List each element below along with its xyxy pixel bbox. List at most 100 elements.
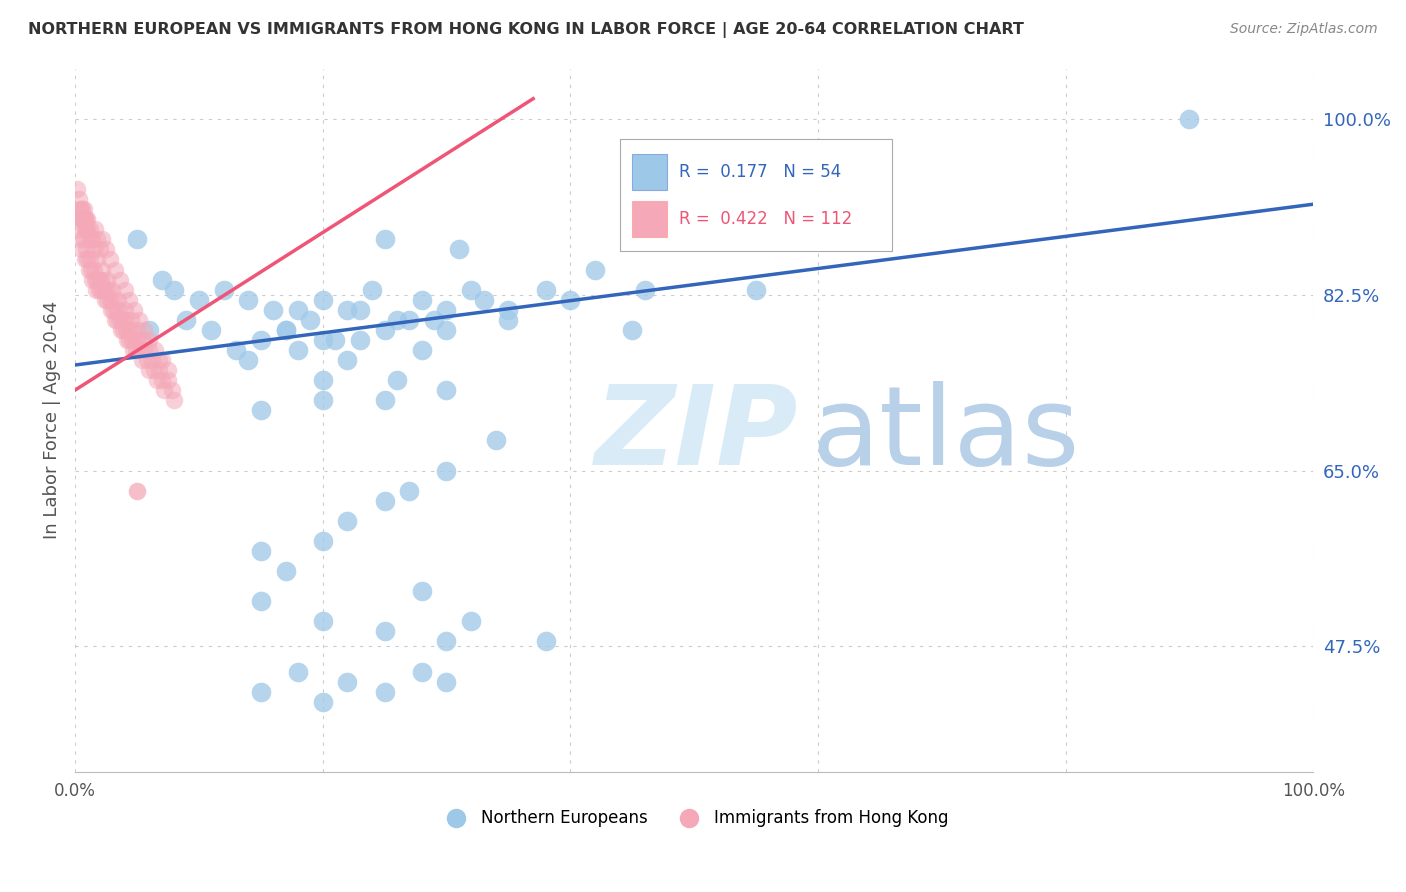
Point xyxy=(498,302,520,317)
Point xyxy=(287,343,309,357)
Point xyxy=(336,674,359,689)
Point xyxy=(97,283,120,297)
Point xyxy=(262,302,284,317)
Point xyxy=(249,594,271,608)
Point xyxy=(349,302,371,317)
Point xyxy=(90,283,112,297)
Point xyxy=(107,302,129,317)
Point xyxy=(108,272,131,286)
Point xyxy=(104,312,127,326)
Point xyxy=(436,383,458,397)
Point xyxy=(76,212,98,227)
Point xyxy=(156,373,179,387)
Text: Source: ZipAtlas.com: Source: ZipAtlas.com xyxy=(1230,22,1378,37)
Point xyxy=(153,383,176,397)
Point xyxy=(150,373,173,387)
Point xyxy=(91,272,114,286)
Point xyxy=(141,353,163,368)
Point xyxy=(143,363,166,377)
Point xyxy=(336,302,359,317)
Point xyxy=(472,293,495,307)
Point xyxy=(460,283,482,297)
Point xyxy=(311,533,333,548)
Point xyxy=(79,232,101,246)
Point xyxy=(107,293,129,307)
Point xyxy=(79,252,101,267)
Point xyxy=(108,312,131,326)
Point xyxy=(91,232,114,246)
Point xyxy=(349,333,371,347)
Point xyxy=(311,333,333,347)
Point xyxy=(86,272,108,286)
Point xyxy=(104,302,127,317)
Point xyxy=(238,353,260,368)
Text: R =  0.177   N = 54: R = 0.177 N = 54 xyxy=(679,163,842,181)
Point xyxy=(70,202,93,217)
Point xyxy=(336,353,359,368)
Point xyxy=(411,584,433,599)
Point xyxy=(112,323,135,337)
Point xyxy=(86,232,108,246)
Point xyxy=(82,232,104,246)
Point xyxy=(176,312,198,326)
Point xyxy=(98,293,121,307)
Point xyxy=(125,323,148,337)
Point xyxy=(75,212,97,227)
Point xyxy=(120,323,142,337)
Point xyxy=(94,283,117,297)
Point xyxy=(385,373,408,387)
Text: R =  0.422   N = 112: R = 0.422 N = 112 xyxy=(679,211,852,228)
Point xyxy=(121,333,143,347)
Point xyxy=(94,243,117,257)
Point xyxy=(374,232,396,246)
Point xyxy=(374,624,396,639)
Point xyxy=(128,312,150,326)
Point xyxy=(72,212,94,227)
Point xyxy=(138,343,160,357)
Point xyxy=(73,222,96,236)
Point xyxy=(86,252,108,267)
Point xyxy=(138,333,160,347)
Point xyxy=(76,252,98,267)
Point xyxy=(125,343,148,357)
Point xyxy=(82,272,104,286)
Point xyxy=(187,293,209,307)
Point xyxy=(323,333,346,347)
Point xyxy=(66,182,89,196)
Point xyxy=(311,393,333,408)
Point xyxy=(148,353,170,368)
Point xyxy=(83,272,105,286)
Point xyxy=(274,323,297,337)
Point xyxy=(115,333,138,347)
Point xyxy=(110,323,132,337)
Point xyxy=(150,353,173,368)
Point xyxy=(98,252,121,267)
Point xyxy=(225,343,247,357)
Point xyxy=(423,312,446,326)
Point xyxy=(87,283,110,297)
Point xyxy=(100,302,122,317)
Point xyxy=(621,323,644,337)
Point xyxy=(76,222,98,236)
Point xyxy=(124,333,146,347)
Point xyxy=(411,343,433,357)
Point xyxy=(93,293,115,307)
Point xyxy=(138,363,160,377)
Point xyxy=(447,243,470,257)
Point xyxy=(70,212,93,227)
Point xyxy=(73,252,96,267)
Text: NORTHERN EUROPEAN VS IMMIGRANTS FROM HONG KONG IN LABOR FORCE | AGE 20-64 CORREL: NORTHERN EUROPEAN VS IMMIGRANTS FROM HON… xyxy=(28,22,1024,38)
Point xyxy=(89,243,111,257)
Point xyxy=(436,634,458,648)
Point xyxy=(411,293,433,307)
Text: atlas: atlas xyxy=(811,381,1080,488)
Point xyxy=(101,283,124,297)
Point xyxy=(212,283,235,297)
Point xyxy=(124,302,146,317)
Point xyxy=(84,283,107,297)
Point xyxy=(249,684,271,698)
Point xyxy=(114,302,136,317)
Point xyxy=(534,283,557,297)
Point xyxy=(69,212,91,227)
Point xyxy=(117,323,139,337)
